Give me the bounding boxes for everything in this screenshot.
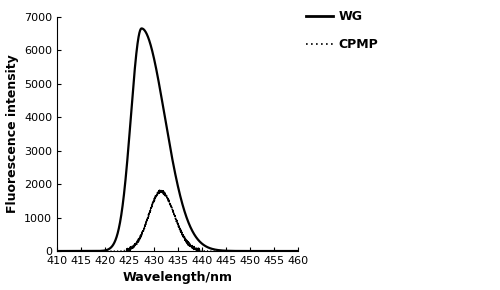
- CPMP: [252, 249, 258, 253]
- CPMP: [124, 249, 130, 253]
- WG: [199, 242, 205, 245]
- WG: [211, 248, 217, 251]
- CPMP: [211, 249, 217, 253]
- CPMP: [296, 249, 302, 253]
- CPMP: [234, 249, 240, 253]
- WG: [296, 249, 302, 253]
- CPMP: [158, 188, 164, 191]
- WG: [54, 249, 60, 253]
- X-axis label: Wavelength/nm: Wavelength/nm: [122, 271, 232, 284]
- Legend: WG, CPMP: WG, CPMP: [300, 5, 383, 56]
- CPMP: [98, 249, 104, 253]
- Line: CPMP: CPMP: [57, 190, 298, 251]
- CPMP: [199, 249, 205, 252]
- CPMP: [54, 249, 60, 253]
- CPMP: [146, 210, 152, 214]
- WG: [252, 249, 258, 253]
- WG: [146, 39, 152, 42]
- WG: [138, 27, 144, 30]
- WG: [98, 249, 104, 253]
- WG: [234, 249, 240, 253]
- Line: WG: WG: [57, 28, 298, 251]
- Y-axis label: Fluorescence intensity: Fluorescence intensity: [6, 55, 18, 213]
